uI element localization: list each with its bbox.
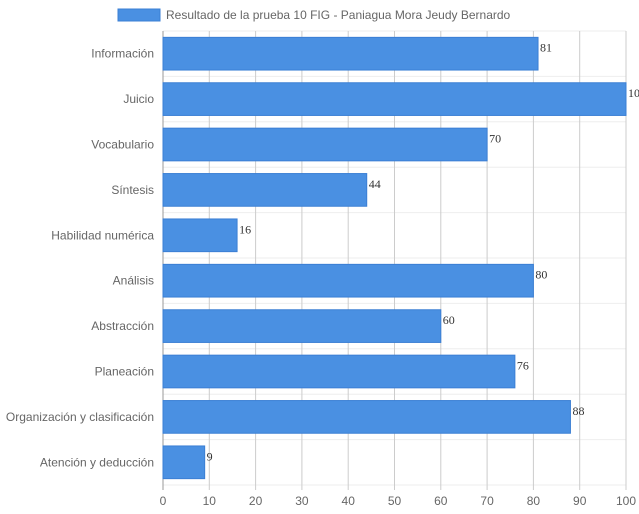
bar xyxy=(162,218,238,253)
x-tick-label: 90 xyxy=(573,494,587,508)
x-tick-label: 80 xyxy=(527,494,541,508)
y-category-label: Información xyxy=(91,47,154,61)
data-label: 81 xyxy=(540,41,552,55)
x-tick-label: 40 xyxy=(342,494,356,508)
y-category-label: Habilidad numérica xyxy=(51,228,154,242)
bar xyxy=(162,445,206,480)
bar xyxy=(162,127,488,162)
x-tick-label: 60 xyxy=(434,494,448,508)
y-axis-category-labels: Información Juicio Vocabulario Síntesis Habi… xyxy=(6,47,154,470)
bar xyxy=(162,309,442,343)
x-tick-label: 20 xyxy=(249,494,263,508)
bar xyxy=(162,173,368,207)
data-label: 60 xyxy=(443,313,455,327)
x-tick-label: 100 xyxy=(616,494,636,508)
data-label: 44 xyxy=(369,177,381,191)
y-category-label: Atención y deducción xyxy=(40,455,154,469)
x-tick-label: 70 xyxy=(480,494,494,508)
legend[interactable]: Resultado de la prueba 10 FIG - Paniagua… xyxy=(117,8,511,22)
x-tick-label: 30 xyxy=(295,494,309,508)
bar xyxy=(162,263,534,298)
y-category-label: Abstracción xyxy=(91,319,154,333)
data-label: 70 xyxy=(489,132,501,146)
data-label: 80 xyxy=(535,268,547,282)
x-tick-label: 0 xyxy=(160,494,167,508)
bar xyxy=(162,36,539,71)
data-label: 9 xyxy=(207,449,213,463)
x-axis-ticks: 0 10 20 30 40 50 60 70 80 90 100 xyxy=(160,494,637,508)
bars xyxy=(162,36,627,480)
y-category-label: Juicio xyxy=(123,92,154,106)
legend-label[interactable]: Resultado de la prueba 10 FIG - Paniagua… xyxy=(166,8,511,22)
y-category-label: Análisis xyxy=(113,274,154,288)
data-label: 76 xyxy=(517,359,529,373)
bar xyxy=(162,82,627,116)
bar xyxy=(162,354,516,389)
x-tick-label: 50 xyxy=(388,494,402,508)
data-label: 100 xyxy=(628,86,639,100)
bar xyxy=(162,400,571,434)
y-category-label: Organización y clasificación xyxy=(6,410,154,424)
y-category-label: Planeación xyxy=(95,365,154,379)
y-category-label: Síntesis xyxy=(111,183,154,197)
y-category-label: Vocabulario xyxy=(91,138,154,152)
data-label: 16 xyxy=(239,222,251,236)
data-label: 88 xyxy=(572,404,584,418)
x-tick-label: 10 xyxy=(203,494,217,508)
legend-swatch[interactable] xyxy=(117,8,161,22)
data-labels: 81 100 70 44 16 80 60 76 88 9 xyxy=(207,41,639,464)
